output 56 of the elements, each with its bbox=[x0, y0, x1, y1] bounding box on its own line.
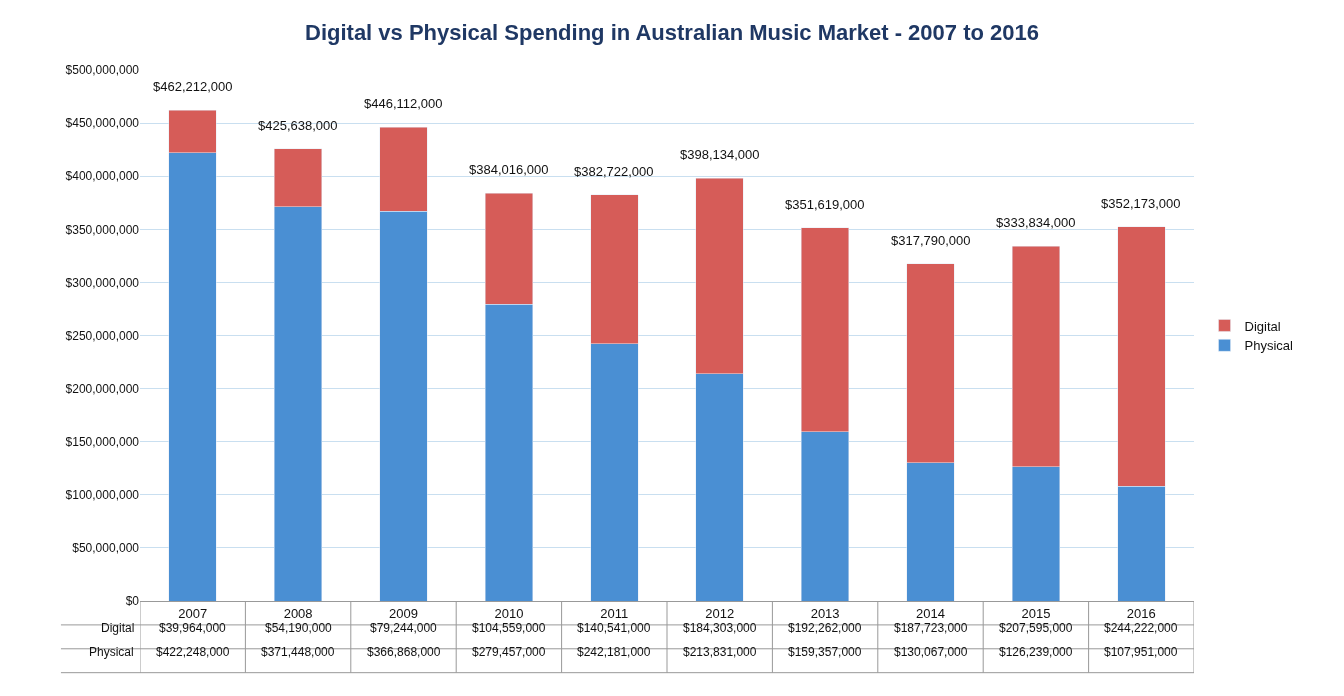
total-label: $352,173,000 bbox=[1101, 196, 1181, 211]
y-tick-label: $250,000,000 bbox=[65, 328, 140, 343]
data-label: $184,303,000 bbox=[683, 621, 757, 635]
total-label: $446,112,000 bbox=[364, 96, 443, 111]
y-tick-label: $350,000,000 bbox=[65, 222, 140, 237]
data-label: $140,541,000 bbox=[577, 621, 651, 635]
x-tick-label: 2007 bbox=[178, 605, 208, 621]
x-tick-label: 2016 bbox=[1126, 605, 1156, 621]
data-label: $159,357,000 bbox=[788, 645, 862, 659]
data-label: $244,222,000 bbox=[1104, 621, 1178, 635]
x-tick-label: 2015 bbox=[1021, 605, 1051, 621]
data-label: $39,964,000 bbox=[159, 621, 227, 635]
y-tick-label: $500,000,000 bbox=[65, 63, 140, 78]
data-label: $279,457,000 bbox=[472, 645, 546, 659]
total-label: $462,212,000 bbox=[153, 79, 233, 94]
x-tick-label: 2012 bbox=[705, 605, 735, 621]
text: Physical bbox=[89, 645, 134, 659]
y-tick-label: $450,000,000 bbox=[65, 116, 140, 131]
x-tick-label: 2010 bbox=[494, 605, 524, 621]
data-label: $104,559,000 bbox=[472, 621, 546, 635]
y-tick-label: $200,000,000 bbox=[65, 381, 140, 396]
data-label: $79,244,000 bbox=[370, 621, 438, 635]
total-label: $425,638,000 bbox=[258, 118, 338, 133]
data-label: $213,831,000 bbox=[683, 645, 757, 659]
legend-label: Physical bbox=[1244, 338, 1294, 354]
data-label: $187,723,000 bbox=[894, 621, 968, 635]
data-label: $126,239,000 bbox=[999, 645, 1073, 659]
data-label: $422,248,000 bbox=[156, 645, 230, 659]
total-label: $398,134,000 bbox=[680, 147, 760, 162]
y-tick-label: $400,000,000 bbox=[65, 169, 140, 184]
data-label: $366,868,000 bbox=[367, 645, 441, 659]
total-label: $317,790,000 bbox=[891, 233, 971, 248]
total-label: $333,834,000 bbox=[996, 215, 1076, 230]
chart-title: Digital vs Physical Spending in Australian Music Market - 2007 to 2016 bbox=[305, 19, 1039, 45]
y-tick-label: $0 bbox=[125, 594, 140, 609]
total-label: $382,722,000 bbox=[574, 164, 654, 179]
total-label: $384,016,000 bbox=[469, 162, 549, 177]
x-tick-label: 2013 bbox=[810, 605, 840, 621]
y-tick-label: $150,000,000 bbox=[65, 434, 140, 449]
y-tick-label: $300,000,000 bbox=[65, 275, 140, 290]
data-label: $242,181,000 bbox=[577, 645, 651, 659]
total-label: $351,619,000 bbox=[785, 197, 865, 212]
y-tick-label: $100,000,000 bbox=[65, 488, 140, 502]
data-label: $54,190,000 bbox=[265, 621, 333, 635]
data-label: $107,951,000 bbox=[1104, 645, 1178, 659]
y-tick-label: $50,000,000 bbox=[72, 541, 140, 556]
data-label: $130,067,000 bbox=[894, 645, 968, 659]
x-tick-label: 2014 bbox=[916, 605, 945, 621]
text: Digital bbox=[101, 621, 135, 635]
data-label: $371,448,000 bbox=[261, 645, 335, 659]
legend-label: Digital bbox=[1244, 318, 1281, 334]
data-label: $207,595,000 bbox=[999, 621, 1073, 635]
x-tick-label: 2008 bbox=[283, 605, 313, 621]
x-tick-label: 2011 bbox=[600, 605, 629, 621]
x-tick-label: 2009 bbox=[389, 605, 418, 621]
data-label: $192,262,000 bbox=[788, 621, 862, 635]
